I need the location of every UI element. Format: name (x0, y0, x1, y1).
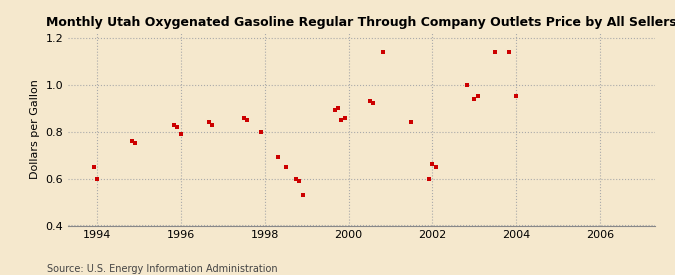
Y-axis label: Dollars per Gallon: Dollars per Gallon (30, 79, 40, 179)
Point (172, 125, 183, 129)
Point (256, 130, 267, 134)
Point (168, 122, 179, 127)
Point (176, 132, 186, 136)
Point (238, 115, 249, 120)
Point (88, 165, 99, 169)
Point (294, 179, 305, 183)
Point (469, 97, 480, 101)
Point (298, 193, 308, 197)
Title: Monthly Utah Oxygenated Gasoline Regular Through Company Outlets Price by All Se: Monthly Utah Oxygenated Gasoline Regular… (46, 16, 675, 29)
Point (511, 94, 522, 98)
Point (367, 101, 378, 106)
Point (203, 120, 214, 124)
Point (126, 139, 137, 143)
Point (273, 155, 284, 160)
Point (490, 50, 501, 54)
Point (329, 108, 340, 113)
Point (504, 50, 514, 54)
Point (472, 94, 483, 98)
Point (406, 120, 417, 124)
Point (207, 122, 217, 127)
Point (378, 50, 389, 54)
Point (333, 106, 344, 110)
Point (242, 118, 252, 122)
Point (130, 141, 141, 145)
Point (336, 118, 347, 122)
Point (92, 176, 103, 181)
Point (431, 165, 441, 169)
Point (280, 165, 291, 169)
Point (424, 176, 435, 181)
Point (462, 82, 472, 87)
Point (291, 176, 302, 181)
Point (340, 115, 350, 120)
Text: Source: U.S. Energy Information Administration: Source: U.S. Energy Information Administ… (47, 264, 278, 274)
Point (427, 162, 438, 167)
Point (364, 99, 375, 103)
